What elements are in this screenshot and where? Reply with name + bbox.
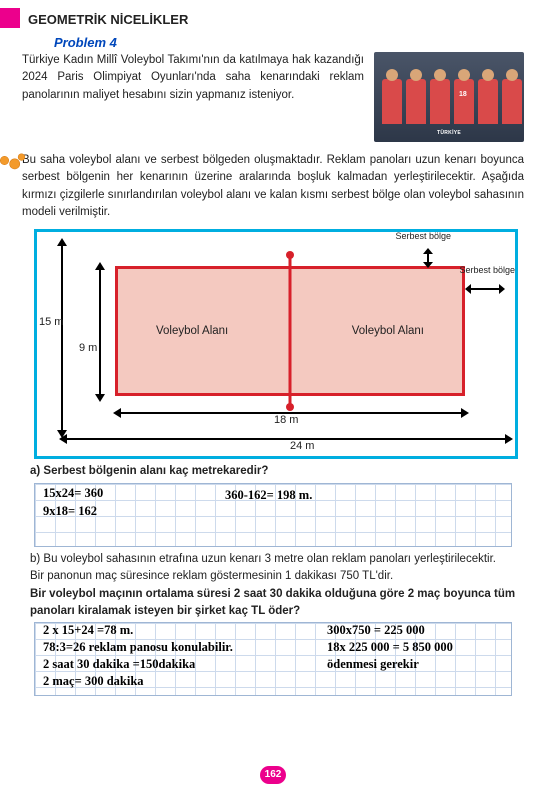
gear-icon: [0, 152, 30, 178]
page-title: GEOMETRİK NİCELİKLER: [28, 12, 524, 27]
ans-a-1: 15x24= 360: [43, 486, 103, 501]
intro-text: Türkiye Kadın Millî Voleybol Takımı'nın …: [22, 52, 364, 104]
photo-caption: TÜRKİYE: [437, 130, 461, 136]
free-top-label: Serbest bölge: [395, 232, 451, 241]
ans-b-3: 2 saat 30 dakika =150dakika: [43, 657, 195, 672]
ans-b-5: 300x750 = 225 000: [327, 623, 425, 638]
page-number: 162: [260, 766, 286, 784]
court-right-label: Voleybol Alanı: [352, 325, 424, 337]
dim-15m: 15 m: [39, 316, 63, 328]
ans-a-3: 360-162= 198 m.: [225, 488, 312, 503]
volleyball-court: Voleybol Alanı Voleybol Alanı: [115, 266, 465, 396]
question-a: a) Serbest bölgenin alanı kaç metrekared…: [30, 463, 516, 480]
brand-square: [0, 8, 20, 28]
question-b-3: Bir voleybol maçının ortalama süresi 2 s…: [30, 586, 516, 619]
ans-b-6: 18x 225 000 = 5 850 000: [327, 640, 453, 655]
dim-18m: 18 m: [271, 414, 301, 426]
dim-24m: 24 m: [287, 440, 317, 452]
ans-b-1: 2 x 15+24 =78 m.: [43, 623, 133, 638]
ans-a-2: 9x18= 162: [43, 504, 97, 519]
volleyball-photo: 18 TÜRKİYE: [374, 52, 524, 142]
ans-b-4: 2 maç= 300 dakika: [43, 674, 144, 689]
question-b-1: b) Bu voleybol sahasının etrafına uzun k…: [30, 551, 516, 568]
ans-b-7: ödenmesi gerekir: [327, 657, 419, 672]
court-diagram: 15 m 9 m Voleybol Alanı Voleybol Alanı S…: [34, 229, 518, 459]
question-b-2: Bir panonun maç süresince reklam gösterm…: [30, 568, 516, 585]
problem-label: Problem 4: [54, 35, 117, 50]
ans-b-2: 78:3=26 reklam panosu konulabilir.: [43, 640, 233, 655]
dim-9m: 9 m: [79, 342, 97, 354]
court-left-label: Voleybol Alanı: [156, 325, 228, 337]
problem-header: Problem 4: [36, 35, 524, 50]
paragraph-2: Bu saha voleybol alanı ve serbest bölged…: [22, 152, 524, 221]
answer-grid-b: 2 x 15+24 =78 m. 78:3=26 reklam panosu k…: [34, 622, 512, 696]
free-right-label: Serbest bölge: [459, 266, 515, 275]
answer-grid-a: 15x24= 360 9x18= 162 360-162= 198 m.: [34, 483, 512, 547]
crescent-icon: [36, 36, 50, 50]
